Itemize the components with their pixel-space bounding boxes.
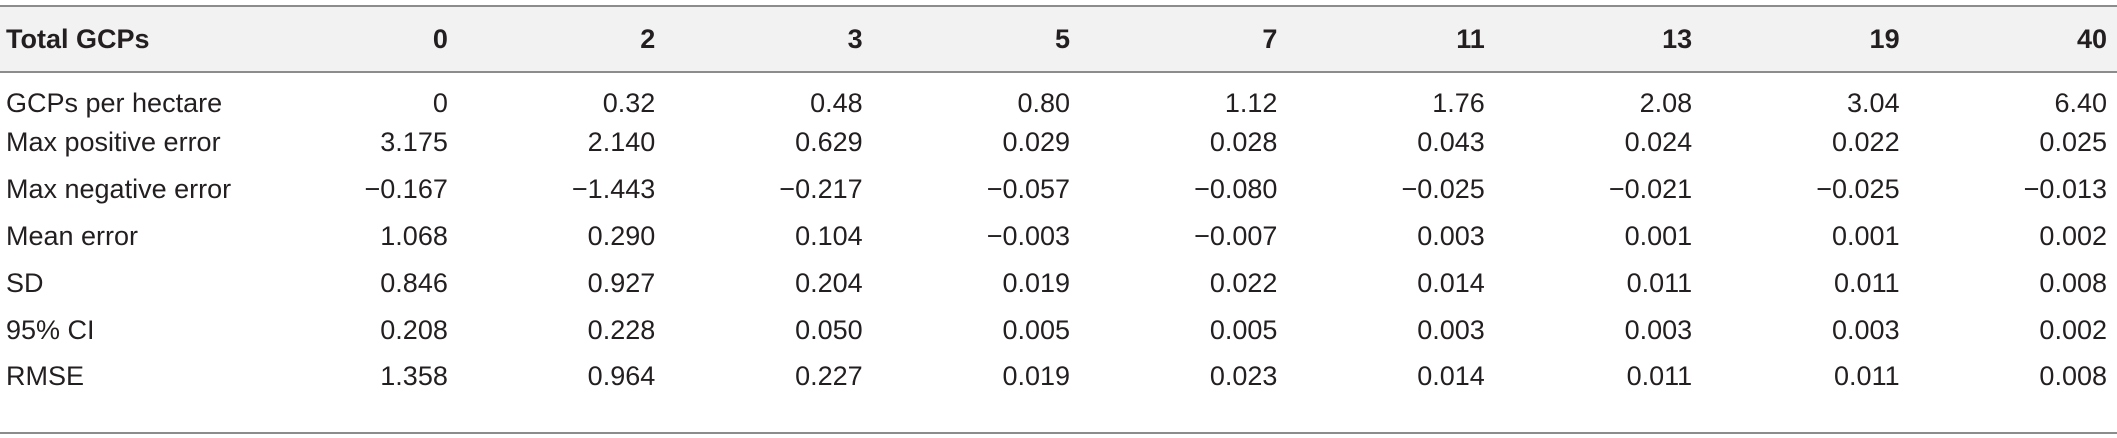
table-cell: 1.358 bbox=[380, 360, 448, 391]
header-cell: 7 bbox=[1262, 23, 1278, 54]
table-cell: −1.443 bbox=[571, 174, 656, 204]
table-cell: 0.003 bbox=[1832, 315, 1900, 345]
table-cell: 0 bbox=[432, 87, 448, 118]
table-cell: 0.011 bbox=[1834, 360, 1900, 391]
table-cell: 0.019 bbox=[1002, 360, 1071, 391]
header-cell: 40 bbox=[2076, 23, 2107, 54]
table-cell: 0.208 bbox=[380, 315, 448, 345]
row-label: Max positive error bbox=[6, 127, 221, 157]
table-row: GCPs per hectare 0 0.32 0.48 0.80 1.12 1.76 2.0… bbox=[0, 72, 2117, 119]
table-cell: 0.005 bbox=[1002, 315, 1071, 345]
table-header: Total GCPs 0 2 3 5 7 11 13 19 40 bbox=[0, 6, 2117, 72]
header-cell: 0 bbox=[432, 23, 448, 54]
table-cell: 0.050 bbox=[795, 315, 863, 345]
table-cell: 3.175 bbox=[380, 127, 448, 157]
table-cell: 0.023 bbox=[1209, 360, 1278, 391]
table-cell: 0.008 bbox=[2039, 268, 2107, 298]
table-cell: 0.003 bbox=[1624, 315, 1693, 345]
table-cell: 1.068 bbox=[380, 221, 448, 251]
gcp-error-table: Total GCPs 0 2 3 5 7 11 13 19 40 GCPs pe… bbox=[0, 5, 2117, 408]
table-row: Max positive error 3.175 2.140 0.629 0.029 0.… bbox=[0, 119, 2117, 166]
table-row: Max negative error −0.167 −1.443 −0.217 −0.0… bbox=[0, 166, 2117, 213]
table-cell: 0.001 bbox=[1832, 221, 1900, 251]
table-cell: 0.290 bbox=[587, 221, 656, 251]
table-cell: 0.019 bbox=[1002, 268, 1071, 298]
table-cell: 0.80 bbox=[1017, 87, 1071, 118]
table-cell: 0.014 bbox=[1417, 360, 1485, 391]
table-cell: 0.011 bbox=[1834, 268, 1900, 298]
table-row: SD 0.846 0.927 0.204 0.019 0.022 0.014 0.011 0.0… bbox=[0, 260, 2117, 307]
table-cell: 0.629 bbox=[795, 127, 863, 157]
table-cell: 0.022 bbox=[1209, 268, 1278, 298]
header-cell: 5 bbox=[1055, 23, 1071, 54]
table-cell: 2.08 bbox=[1639, 87, 1693, 118]
table-cell: 3.04 bbox=[1847, 87, 1900, 118]
table-body: GCPs per hectare 0 0.32 0.48 0.80 1.12 1.76 2.0… bbox=[0, 72, 2117, 408]
header-cell: 13 bbox=[1662, 23, 1693, 54]
table-cell: 0.014 bbox=[1417, 268, 1485, 298]
table-cell: −0.025 bbox=[1816, 174, 1900, 204]
table-cell: −0.217 bbox=[779, 174, 863, 204]
header-cell: 2 bbox=[640, 23, 656, 54]
row-label: Mean error bbox=[6, 221, 139, 251]
table-cell: 0.002 bbox=[2039, 221, 2107, 251]
table-row: RMSE 1.358 0.964 0.227 0.019 0.023 0.014 0.011 0… bbox=[0, 354, 2117, 408]
table-cell: 0.022 bbox=[1832, 127, 1900, 157]
table-cell: 0.32 bbox=[602, 87, 656, 118]
table-cell: 0.228 bbox=[587, 315, 656, 345]
table-cell: 0.48 bbox=[810, 87, 863, 118]
row-label: Max negative error bbox=[6, 174, 232, 204]
table-cell: 0.005 bbox=[1209, 315, 1278, 345]
header-row: Total GCPs 0 2 3 5 7 11 13 19 40 bbox=[0, 6, 2117, 72]
table-cell: −0.021 bbox=[1608, 174, 1693, 204]
table-cell: 0.003 bbox=[1417, 221, 1485, 251]
table-cell: −0.167 bbox=[364, 174, 448, 204]
table-cell: 0.003 bbox=[1417, 315, 1485, 345]
table-cell: −0.013 bbox=[2023, 174, 2107, 204]
table-cell: −0.007 bbox=[1194, 221, 1278, 251]
table-cell: 0.104 bbox=[795, 221, 863, 251]
table-bottom-rule bbox=[0, 432, 2117, 434]
table-cell: 0.011 bbox=[1626, 360, 1693, 391]
table-cell: 1.12 bbox=[1224, 87, 1278, 118]
row-label: GCPs per hectare bbox=[6, 87, 223, 118]
table-cell: 0.029 bbox=[1002, 127, 1071, 157]
header-cell-total-gcps: Total GCPs bbox=[6, 23, 150, 54]
table-cell: 0.024 bbox=[1624, 127, 1693, 157]
table-cell: −0.025 bbox=[1401, 174, 1485, 204]
table-cell: 0.204 bbox=[795, 268, 863, 298]
table-cell: 0.927 bbox=[587, 268, 656, 298]
table-cell: 0.846 bbox=[380, 268, 448, 298]
header-cell: 11 bbox=[1456, 23, 1485, 54]
table-cell: 0.025 bbox=[2039, 127, 2107, 157]
row-label: SD bbox=[6, 268, 44, 298]
table-cell: −0.080 bbox=[1194, 174, 1278, 204]
table-cell: 1.76 bbox=[1432, 87, 1485, 118]
table-cell: −0.057 bbox=[986, 174, 1071, 204]
header-cell: 3 bbox=[847, 23, 863, 54]
table-row: Mean error 1.068 0.290 0.104 −0.003 −0.007 0.0… bbox=[0, 213, 2117, 260]
table-cell: 0.011 bbox=[1626, 268, 1693, 298]
table-cell: −0.003 bbox=[986, 221, 1071, 251]
table-row: 95% CI 0.208 0.228 0.050 0.005 0.005 0.003 0.00… bbox=[0, 307, 2117, 354]
table-cell: 6.40 bbox=[2054, 87, 2107, 118]
row-label: 95% CI bbox=[6, 315, 95, 345]
table-cell: 0.028 bbox=[1209, 127, 1278, 157]
table-cell: 0.043 bbox=[1417, 127, 1485, 157]
table-cell: 0.002 bbox=[2039, 315, 2107, 345]
table-cell: 0.227 bbox=[795, 360, 863, 391]
row-label: RMSE bbox=[6, 360, 85, 391]
table-cell: 0.964 bbox=[587, 360, 656, 391]
table-cell: 0.008 bbox=[2039, 360, 2107, 391]
table-cell: 2.140 bbox=[587, 127, 656, 157]
header-cell: 19 bbox=[1869, 23, 1900, 54]
table-cell: 0.001 bbox=[1624, 221, 1693, 251]
